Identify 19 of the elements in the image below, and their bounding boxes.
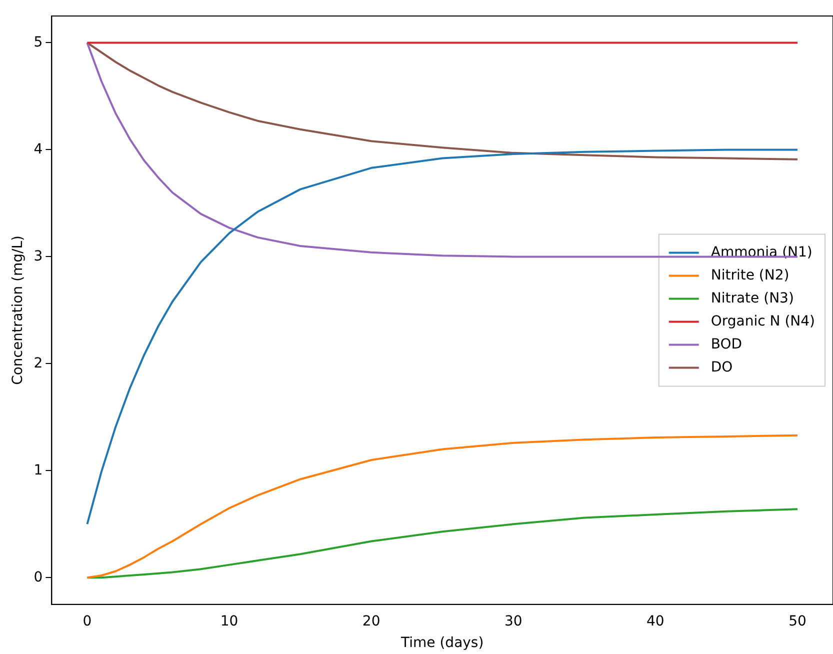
legend-label: Nitrate (N3) — [710, 290, 794, 306]
legend-label: BOD — [710, 336, 742, 352]
x-tick-label: 10 — [220, 613, 238, 630]
y-tick-label: 4 — [34, 141, 43, 158]
legend-label: Organic N (N4) — [710, 313, 816, 330]
y-tick-label: 1 — [34, 462, 43, 478]
x-tick-label: 0 — [82, 613, 92, 630]
x-axis-title: Time (days) — [400, 635, 484, 652]
x-tick-label: 40 — [646, 613, 664, 630]
y-tick-label: 2 — [34, 355, 43, 372]
x-tick-label: 50 — [788, 613, 806, 630]
y-tick-label: 3 — [34, 248, 43, 264]
x-tick-label: 30 — [504, 613, 522, 630]
y-tick-label: 5 — [34, 34, 43, 50]
y-axis-title: Concentration (mg/L) — [10, 235, 26, 385]
legend-label: Nitrite (N2) — [710, 267, 790, 284]
legend-label: DO — [710, 359, 733, 376]
x-tick-label: 20 — [362, 613, 380, 630]
y-tick-label: 0 — [34, 569, 43, 586]
